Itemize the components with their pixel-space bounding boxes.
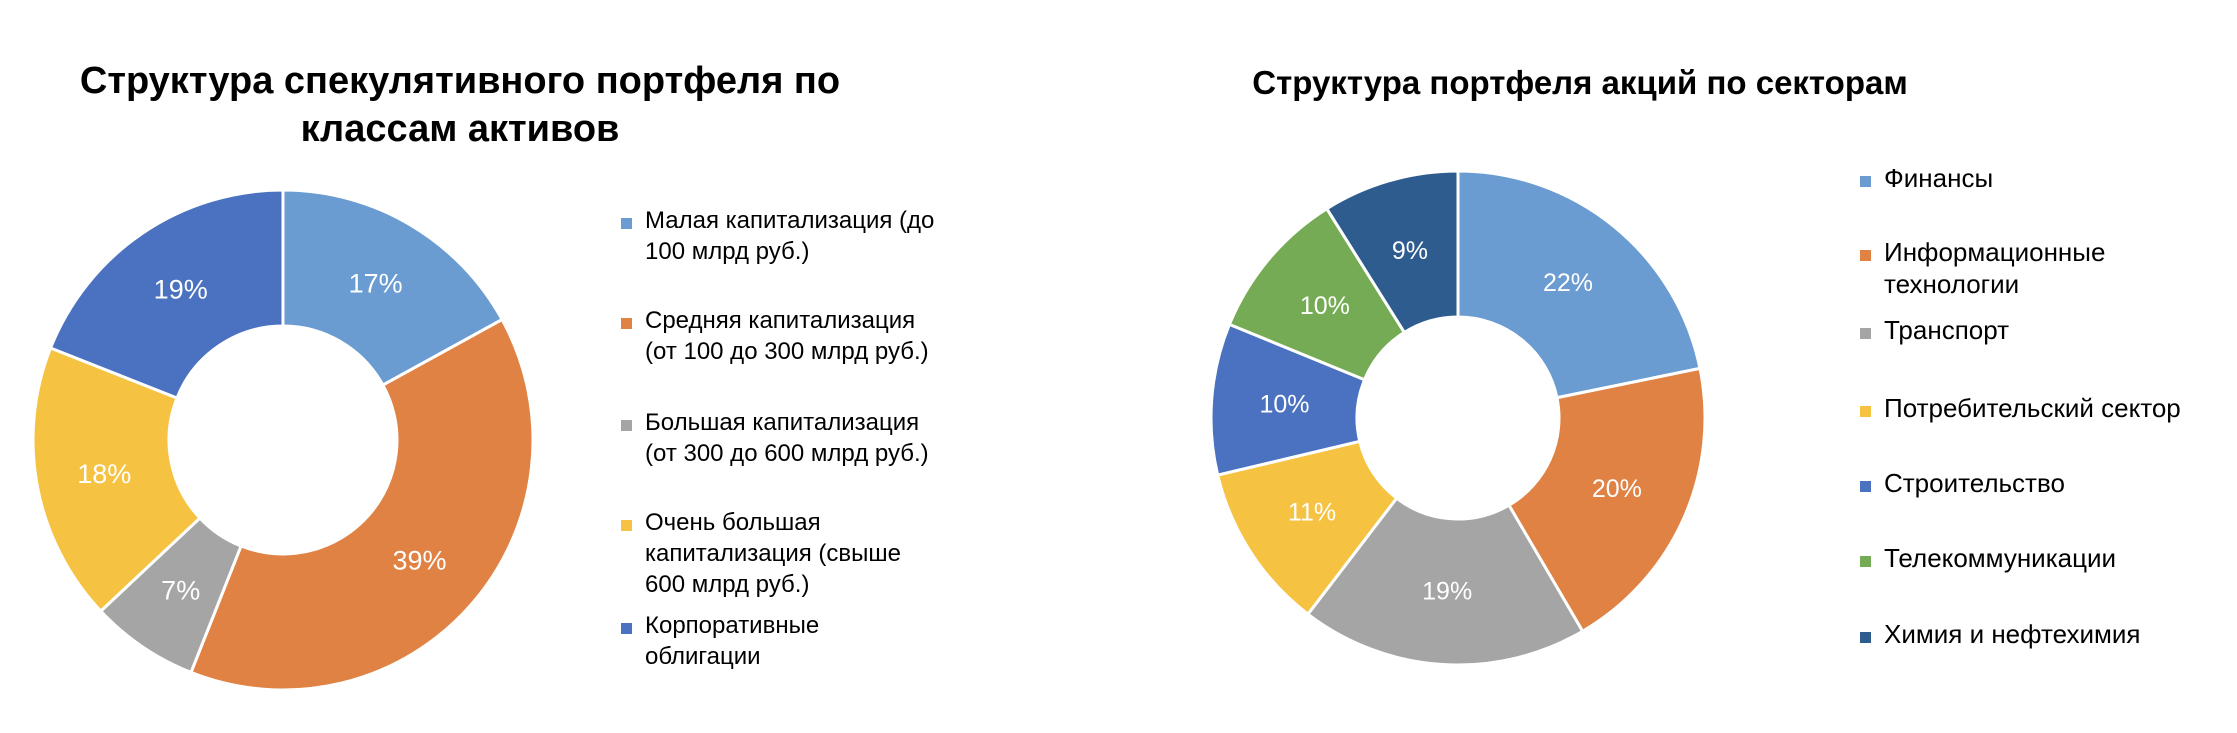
legend-label: Строительство [1884, 468, 2065, 498]
sector-chart: Структура портфеля акций по секторам 22%… [1120, 0, 2237, 733]
legend-label: Большая капитализация (от 300 до 600 млр… [645, 409, 929, 467]
legend-swatch [621, 520, 632, 532]
legend-label: Средняя капитализация (от 100 до 300 млр… [645, 307, 929, 365]
legend-swatch [1860, 328, 1871, 340]
legend-swatch [621, 420, 632, 432]
legend-swatch [1860, 481, 1871, 493]
donut-slice [281, 188, 505, 388]
legend-label: Транспорт [1884, 315, 2010, 345]
chart-legend: Малая капитализация (до 100 млрд руб.) Ср… [621, 0, 1071, 733]
slice-data-label: 39% [392, 545, 446, 575]
legend-swatch [1860, 250, 1871, 262]
legend-label: Телекоммуникации [1884, 543, 2117, 573]
slice-data-label: 9% [1392, 237, 1428, 265]
slice-data-label: 19% [1422, 578, 1472, 606]
legend-label: Малая капитализация (до 100 млрд руб.) [645, 207, 935, 265]
slice-data-label: 22% [1543, 269, 1593, 297]
legend-swatch [621, 623, 632, 635]
donut-slice [1506, 366, 1707, 634]
donut-chart: 22% 20% 19% 11% 10% 10% 9% [1209, 169, 1707, 667]
legend-label: Финансы [1884, 163, 1994, 193]
donut-slice [31, 346, 203, 614]
slice-data-label: 18% [77, 459, 131, 489]
chart-title: Структура портфеля акций по секторам [1252, 64, 1908, 101]
slice-data-label: 11% [1288, 499, 1336, 527]
chart-legend: Финансы Информационные технологии Транспор… [1860, 0, 2237, 733]
donut-slice [1305, 496, 1585, 667]
slice-data-label: 10% [1260, 390, 1310, 418]
slice-data-label: 20% [1592, 475, 1642, 503]
slice-data-label: 17% [349, 268, 403, 298]
legend-swatch [621, 218, 632, 230]
legend-label: Очень большая капитализация (свыше 600 м… [645, 509, 902, 598]
donut-slice [189, 317, 535, 692]
legend-swatch [1860, 556, 1871, 568]
legend-label: Потребительский сектор [1884, 393, 2181, 423]
donut-chart: 17% 39% 7% 18% 19% [31, 188, 535, 692]
slice-data-label: 7% [161, 576, 200, 606]
slice-data-label: 10% [1300, 292, 1350, 320]
legend-label: Корпоративные облигации [645, 612, 820, 670]
legend-label: Информационные технологии [1884, 237, 2106, 299]
legend-swatch [1860, 632, 1871, 644]
chart-title: Структура спекулятивного портфеля по кла… [79, 60, 841, 150]
donut-slice [1324, 169, 1460, 335]
slice-data-label: 19% [154, 274, 208, 304]
donut-slice [1456, 169, 1702, 400]
legend-label: Химия и нефтехимия [1884, 619, 2141, 649]
legend-swatch [1860, 176, 1871, 188]
legend-swatch [621, 318, 632, 330]
legend-swatch [1860, 406, 1871, 418]
asset-class-chart: Структура спекулятивного портфеля по кла… [0, 0, 1080, 733]
donut-slice [48, 188, 285, 400]
